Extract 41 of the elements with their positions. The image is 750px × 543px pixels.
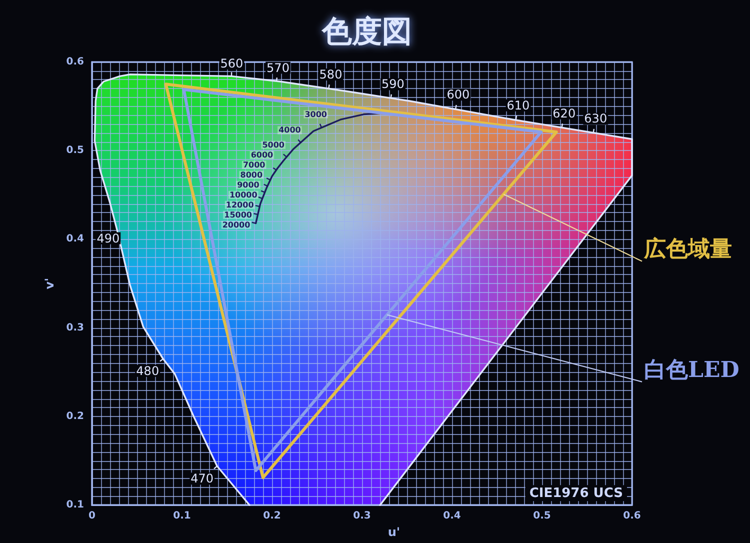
x-tick-label: 0.5 — [533, 510, 551, 522]
x-tick-label: 0.6 — [623, 510, 641, 522]
annotation: 590 — [382, 77, 404, 92]
x-tick-label: 0.4 — [443, 510, 461, 522]
x-axis-title: u' — [388, 525, 400, 539]
annotation: 20000 — [222, 220, 251, 230]
annotation: 8000 — [240, 170, 263, 180]
x-tick-label: 0.2 — [263, 510, 281, 522]
chart-title: 色度図 — [321, 14, 412, 50]
annotation: 5000 — [262, 140, 285, 150]
y-tick-label: 0.3 — [66, 322, 84, 334]
annotation: 7000 — [242, 160, 266, 170]
annotation: CIE1976 UCS — [529, 486, 623, 502]
annotation: 620 — [552, 106, 576, 120]
annotation: 12000 — [226, 200, 254, 210]
annotation: 3000 — [304, 110, 328, 119]
x-tick-label: 0 — [88, 510, 96, 522]
annotation: 630 — [584, 112, 608, 126]
annotation: 15000 — [224, 210, 252, 220]
annotation: 560 — [220, 56, 244, 70]
x-tick-label: 0.1 — [173, 510, 191, 522]
y-tick-label: 0.2 — [66, 410, 84, 422]
text: 白色LED — [644, 356, 740, 383]
y-axis-title: v' — [42, 278, 56, 290]
y-tick-label: 0.5 — [66, 145, 84, 156]
text: 広色域量 — [643, 236, 732, 262]
y-tick-label: 0.4 — [66, 234, 84, 245]
annotation: 610 — [506, 98, 530, 112]
y-tick-label: 0.6 — [66, 56, 84, 68]
annotation: 480 — [136, 364, 160, 378]
x-tick-label: 0.3 — [353, 510, 371, 522]
annotation: 570 — [266, 60, 290, 75]
annotation: 580 — [319, 68, 342, 82]
annotation: 490 — [96, 231, 120, 246]
annotation: 600 — [446, 88, 470, 102]
annotation: 6000 — [250, 150, 274, 160]
y-tick-label: 0.1 — [66, 500, 84, 511]
annotation: 10000 — [229, 190, 258, 200]
annotation: 4000 — [278, 126, 302, 135]
annotation: 9000 — [237, 180, 260, 190]
annotation: 470 — [190, 472, 214, 486]
